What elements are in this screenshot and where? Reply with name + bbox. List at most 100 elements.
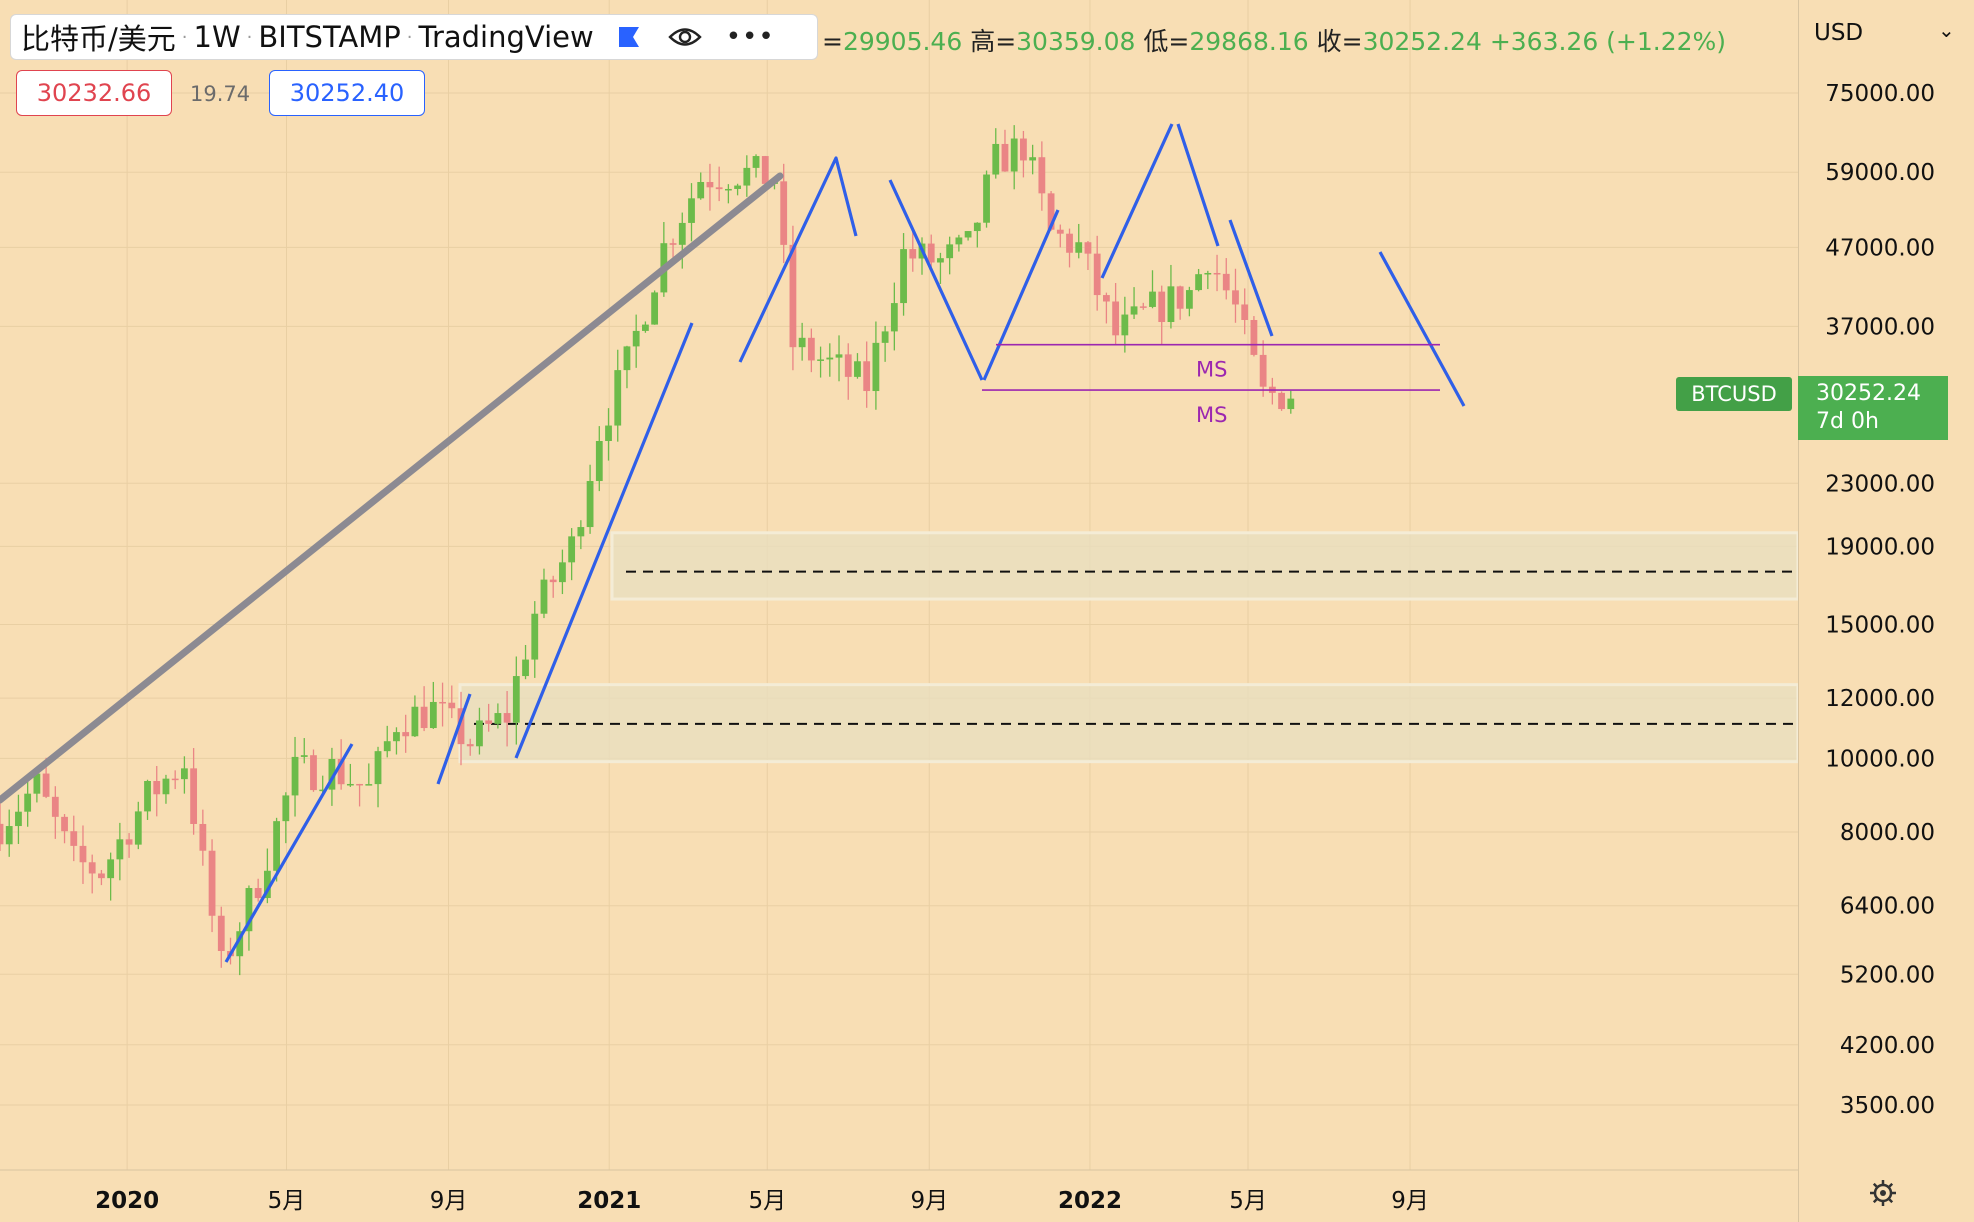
candle-body <box>678 222 686 245</box>
candle-body <box>70 831 78 846</box>
exchange-label: BITSTAMP <box>258 20 401 54</box>
x-tick-label: 2021 <box>577 1188 641 1214</box>
candle-body <box>872 342 880 392</box>
candle-body <box>1278 392 1285 410</box>
candle-body <box>605 425 612 442</box>
candle-body <box>807 337 815 361</box>
gear-icon[interactable] <box>1868 1178 1898 1208</box>
last-price-value: 30252.24 <box>1816 381 1921 406</box>
candle-body <box>1121 314 1129 336</box>
candle-body <box>669 243 677 245</box>
candle-body <box>15 811 22 827</box>
candle-body <box>863 361 871 392</box>
candle-body <box>1213 272 1221 275</box>
x-tick-label: 2020 <box>95 1188 159 1214</box>
trend-swing-line <box>1100 123 1174 279</box>
candle-body <box>1158 291 1166 323</box>
symbol-header[interactable]: 比特币/美元 · 1W · BITSTAMP · TradingView ••• <box>10 14 818 60</box>
candle-body <box>780 181 788 245</box>
candle-body <box>1056 229 1064 234</box>
candle-body <box>51 796 59 817</box>
candle-body <box>466 744 474 747</box>
candle-body <box>724 188 732 191</box>
candle-body <box>559 562 566 583</box>
spread-value: 19.74 <box>190 82 251 106</box>
currency-selector[interactable]: USD <box>1814 20 1864 46</box>
candle-body <box>88 862 96 874</box>
candle-body <box>24 793 32 812</box>
candle-body <box>881 331 889 343</box>
y-tick-label: 3500.00 <box>1840 1093 1935 1119</box>
candle-body <box>798 337 806 348</box>
support-zone <box>610 531 1800 601</box>
eye-icon[interactable] <box>668 25 702 49</box>
candle-body <box>1259 354 1267 387</box>
candle-body <box>1038 157 1046 194</box>
x-tick-label: 5月 <box>268 1188 306 1214</box>
y-tick-label: 12000.00 <box>1825 686 1935 712</box>
candle-body <box>439 701 446 704</box>
flag-icon[interactable] <box>616 25 642 49</box>
candle-body <box>549 579 557 583</box>
candle-body <box>1112 301 1120 336</box>
candle-body <box>411 706 419 737</box>
candle-body <box>1195 274 1202 291</box>
candle-body <box>1167 286 1175 323</box>
candle-body <box>494 713 502 724</box>
candle-body <box>531 613 539 660</box>
candle-body <box>688 198 695 223</box>
candle-body <box>273 821 280 871</box>
candle-body <box>374 751 382 785</box>
chevron-down-icon[interactable]: ⌄ <box>1938 18 1955 42</box>
candle-body <box>614 370 622 426</box>
candle-body <box>651 292 659 325</box>
platform-label: TradingView <box>418 20 594 54</box>
candle-body <box>752 156 760 168</box>
x-tick-label: 2022 <box>1058 1188 1122 1214</box>
candle-body <box>263 870 271 899</box>
x-tick-label: 5月 <box>1229 1188 1267 1214</box>
candle-body <box>595 441 603 482</box>
ms-label: MS <box>1196 358 1227 382</box>
trend-swing-line <box>738 156 858 363</box>
candle-body <box>1066 233 1073 253</box>
candle-body <box>356 783 363 786</box>
candle-body <box>642 324 649 331</box>
y-tick-label: 10000.00 <box>1825 746 1935 772</box>
buy-button[interactable]: 30252.40 <box>269 70 425 116</box>
price-axis[interactable]: 75000.00 59000.00 47000.00 37000.00 23000.00… <box>1798 0 1974 1222</box>
candle-body <box>1232 290 1239 305</box>
candle-body <box>900 249 907 304</box>
candle-body <box>789 244 797 348</box>
high-label: 高= <box>970 27 1017 56</box>
candle-body <box>1093 253 1101 296</box>
symbol-name[interactable]: 比特币/美元 <box>21 22 176 56</box>
candle-body <box>734 185 741 189</box>
candle-body <box>540 579 548 614</box>
candle-body <box>79 845 87 863</box>
candle-body <box>632 330 640 347</box>
candle-body <box>955 237 963 245</box>
candle-body <box>171 778 179 781</box>
candle-body <box>282 795 290 822</box>
candle-body <box>1149 291 1156 307</box>
candle-body <box>983 174 990 223</box>
candle-body <box>181 768 188 780</box>
x-tick-label: 9月 <box>1391 1188 1429 1214</box>
more-icon[interactable]: ••• <box>725 22 775 52</box>
trend-swing-line <box>888 179 984 381</box>
interval-label[interactable]: 1W <box>193 20 241 54</box>
candle-body <box>568 536 576 563</box>
candle-body <box>1130 306 1138 315</box>
candle-body <box>577 527 585 537</box>
candle-body <box>909 249 917 259</box>
candle-body <box>1176 286 1184 309</box>
sell-button[interactable]: 30232.66 <box>16 70 172 116</box>
candle-body <box>1001 143 1009 172</box>
candle-body <box>844 354 852 377</box>
candle-body <box>946 244 954 259</box>
candle-body <box>300 755 308 757</box>
candle-body <box>973 222 981 232</box>
y-tick-label: 75000.00 <box>1825 81 1935 107</box>
